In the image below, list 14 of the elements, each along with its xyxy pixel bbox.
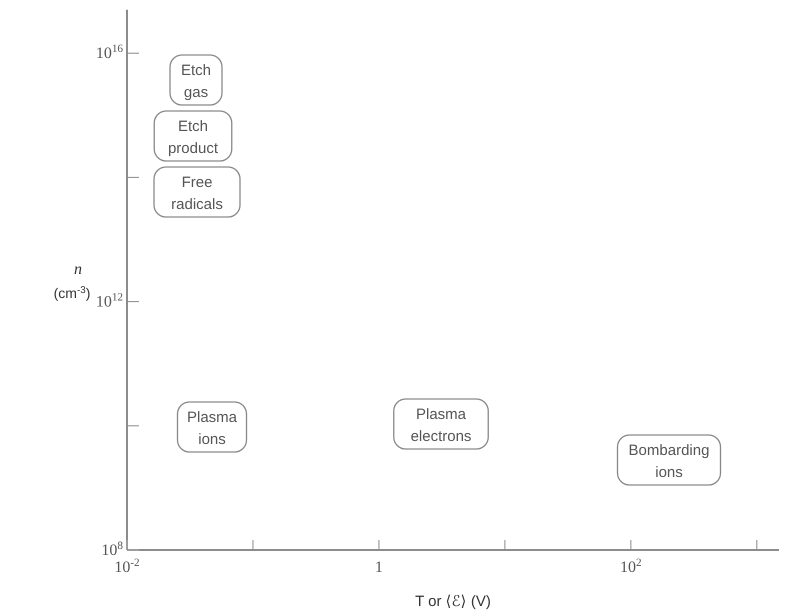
annotation: Bombarding ions xyxy=(628,442,710,481)
annotation: Etch product xyxy=(168,118,219,157)
x-tick-label: 10$^{2}$ xyxy=(620,557,642,576)
x-tick-label: 10$^{-2}$ xyxy=(114,557,140,576)
y-tick-label: 10$^{16}$ xyxy=(96,43,124,62)
y-tick-label: 10$^{12}$ xyxy=(96,292,123,311)
y-tick-label: 10$^{8}$ xyxy=(101,540,124,559)
annotation: Etch gas xyxy=(180,62,212,101)
x-axis-title: T or ⟨ℰ⟩ (V) xyxy=(415,593,491,610)
annotation: Free radicals xyxy=(171,174,223,213)
y-axis-title: n (cm$^{-3}$) xyxy=(54,261,90,301)
x-tick-label: 1 xyxy=(374,559,383,576)
annotation: Plasma ions xyxy=(186,409,238,448)
annotation: Plasma electrons xyxy=(410,406,472,445)
